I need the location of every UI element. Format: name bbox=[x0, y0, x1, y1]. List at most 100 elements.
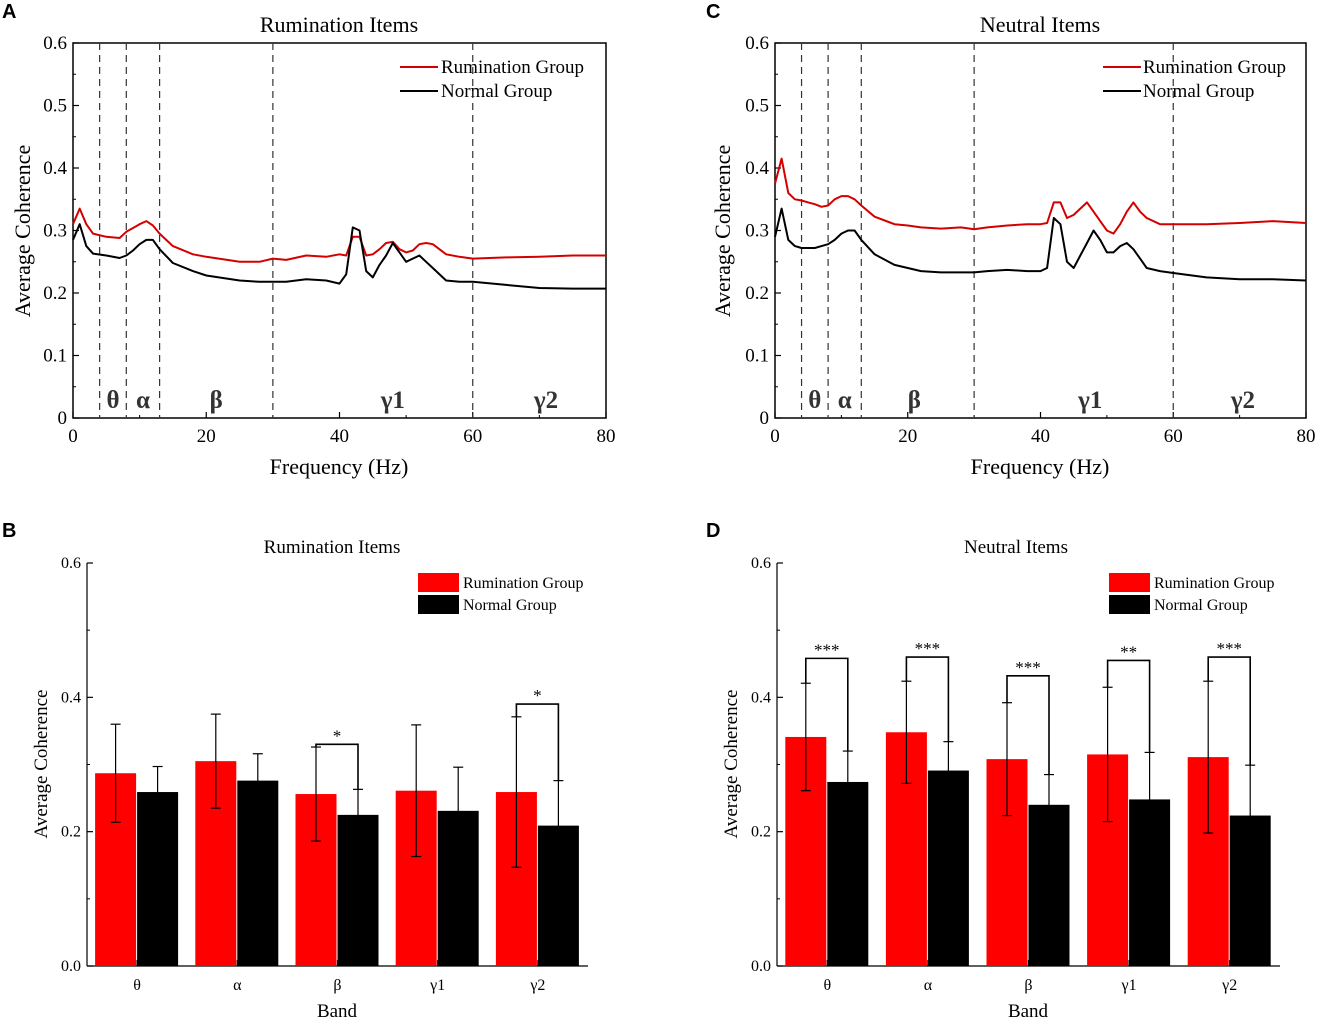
panel-letter-c: C bbox=[706, 1, 720, 23]
chart-c-plot: 0 20 40 60 80 0 0.1 0.2 0.3 0.4 0.5 0.6 θ α β γ1 γ2 bbox=[745, 33, 1315, 447]
significance-label: *** bbox=[1015, 658, 1041, 677]
x-tick-label: 60 bbox=[1164, 426, 1183, 447]
legend-label-normal: Normal Group bbox=[1154, 597, 1248, 614]
y-tick-label: 0.2 bbox=[751, 824, 771, 841]
y-tick-label: 0.1 bbox=[43, 346, 67, 367]
panel-letter-b: B bbox=[2, 520, 16, 542]
band-label: θ bbox=[106, 387, 119, 414]
y-tick-label: 0.4 bbox=[745, 158, 769, 179]
y-tick-label: 0.0 bbox=[61, 958, 81, 975]
chart-d-title: Neutral Items bbox=[964, 537, 1068, 558]
x-tick-label: 20 bbox=[197, 426, 216, 447]
y-tick-label: 0.6 bbox=[43, 33, 67, 54]
chart-a-xlabel: Frequency (Hz) bbox=[270, 454, 409, 479]
x-tick-label: 80 bbox=[1297, 426, 1316, 447]
x-tick-label: 0 bbox=[770, 426, 780, 447]
significance-label: * bbox=[333, 726, 342, 745]
x-tick-label: γ2 bbox=[1221, 977, 1237, 994]
significance-label: ** bbox=[1120, 642, 1137, 661]
chart-a-title: Rumination Items bbox=[260, 12, 418, 37]
y-tick-label: 0.2 bbox=[43, 283, 67, 304]
y-tick-label: 0.2 bbox=[61, 824, 81, 841]
chart-b-ylabel: Average Coherence bbox=[31, 690, 52, 839]
significance-bracket bbox=[315, 743, 359, 790]
chart-d-plot: 0.0 0.2 0.4 0.6 θ *** α *** β *** γ1 ** γ2 *** bbox=[751, 555, 1280, 994]
x-tick-label: β bbox=[1024, 977, 1032, 994]
chart-c-xlabel: Frequency (Hz) bbox=[971, 454, 1110, 479]
y-tick-label: 0 bbox=[760, 408, 770, 429]
y-tick-label: 0.4 bbox=[43, 158, 67, 179]
x-tick-label: γ1 bbox=[1121, 977, 1137, 994]
legend-label-rumination: Rumination Group bbox=[463, 575, 583, 592]
x-tick-label: 20 bbox=[898, 426, 917, 447]
legend-label-normal: Normal Group bbox=[441, 81, 552, 102]
chart-b-title: Rumination Items bbox=[264, 537, 401, 558]
chart-d-legend: Rumination Group Normal Group bbox=[1109, 573, 1274, 614]
chart-c-legend: Rumination Group Normal Group bbox=[1103, 57, 1286, 102]
series-line-normal bbox=[774, 207, 1307, 282]
bar-normal bbox=[237, 780, 279, 966]
y-tick-label: 0.4 bbox=[751, 689, 771, 706]
y-tick-label: 0.2 bbox=[745, 283, 769, 304]
y-tick-label: 0.1 bbox=[745, 346, 769, 367]
x-tick-label: θ bbox=[133, 977, 141, 994]
series-line-rumination bbox=[72, 207, 606, 263]
legend-label-normal: Normal Group bbox=[463, 597, 557, 614]
x-tick-label: 60 bbox=[463, 426, 482, 447]
band-label: α bbox=[838, 387, 852, 414]
significance-label: *** bbox=[814, 640, 840, 659]
chart-a-legend: Rumination Group Normal Group bbox=[400, 57, 584, 102]
chart-b-legend: Rumination Group Normal Group bbox=[418, 573, 583, 614]
series-line-rumination bbox=[774, 157, 1307, 235]
chart-a-ylabel: Average Coherence bbox=[10, 145, 35, 317]
legend-swatch-rumination bbox=[1109, 573, 1150, 592]
chart-d-xlabel: Band bbox=[1008, 1001, 1049, 1022]
band-label: θ bbox=[808, 387, 821, 414]
band-label: γ1 bbox=[1077, 387, 1102, 414]
y-tick-label: 0 bbox=[58, 408, 68, 429]
x-tick-label: 80 bbox=[597, 426, 616, 447]
x-tick-label: 40 bbox=[1031, 426, 1050, 447]
significance-bracket bbox=[1006, 675, 1050, 775]
significance-bracket bbox=[515, 703, 560, 781]
y-tick-label: 0.6 bbox=[61, 555, 81, 572]
significance-bracket bbox=[804, 657, 849, 752]
legend-swatch-normal bbox=[1109, 595, 1150, 614]
panel-letter-a: A bbox=[2, 1, 16, 23]
legend-swatch-normal bbox=[418, 595, 459, 614]
chart-b-plot: 0.0 0.2 0.4 0.6 θ α β * γ1 γ2 * bbox=[61, 555, 588, 994]
x-tick-label: 40 bbox=[330, 426, 349, 447]
legend-swatch-rumination bbox=[418, 573, 459, 592]
chart-d-ylabel: Average Coherence bbox=[721, 690, 742, 839]
bar-normal bbox=[137, 792, 179, 966]
band-label: α bbox=[136, 387, 150, 414]
significance-label: * bbox=[533, 686, 542, 705]
x-tick-label: 0 bbox=[68, 426, 78, 447]
chart-c-title: Neutral Items bbox=[980, 12, 1100, 37]
chart-b-xlabel: Band bbox=[317, 1001, 358, 1022]
x-tick-label: θ bbox=[823, 977, 831, 994]
significance-bracket bbox=[1207, 656, 1251, 766]
band-label: β bbox=[908, 387, 921, 414]
band-label: β bbox=[210, 387, 223, 414]
series-line-normal bbox=[72, 223, 606, 290]
legend-label-rumination: Rumination Group bbox=[441, 57, 584, 78]
band-label: γ1 bbox=[380, 387, 405, 414]
chart-a-plot: 0 20 40 60 80 0 0.1 0.2 0.3 0.4 0.5 0.6 θ α β γ1 γ2 bbox=[43, 33, 615, 447]
y-tick-label: 0.6 bbox=[751, 555, 771, 572]
y-tick-label: 0.5 bbox=[745, 96, 769, 117]
y-tick-label: 0.6 bbox=[745, 33, 769, 54]
chart-c-ylabel: Average Coherence bbox=[710, 145, 735, 317]
band-label: γ2 bbox=[533, 387, 558, 414]
x-tick-label: γ1 bbox=[429, 977, 445, 994]
x-tick-label: α bbox=[924, 977, 933, 994]
y-tick-label: 0.3 bbox=[43, 221, 67, 242]
significance-label: *** bbox=[1216, 639, 1242, 658]
significance-bracket bbox=[905, 656, 950, 742]
y-tick-label: 0.3 bbox=[745, 221, 769, 242]
x-tick-label: γ2 bbox=[529, 977, 545, 994]
legend-label-rumination: Rumination Group bbox=[1154, 575, 1274, 592]
bar-normal bbox=[927, 770, 969, 966]
y-tick-label: 0.0 bbox=[751, 958, 771, 975]
